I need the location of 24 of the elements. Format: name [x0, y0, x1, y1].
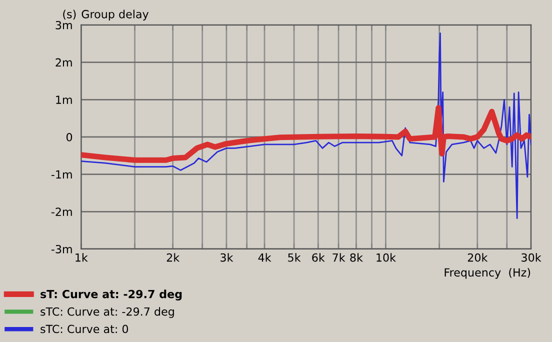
y-tick-label: 2m	[56, 58, 72, 67]
x-tick-label: 1k	[76, 253, 88, 262]
x-tick-label: 20k	[468, 253, 488, 262]
legend-label: sT: Curve at: -29.7 deg	[40, 290, 182, 300]
x-tick-label: 30k	[522, 253, 542, 262]
legend-label: sTC: Curve at: 0	[40, 324, 128, 334]
y-axis-title: (s)	[63, 10, 76, 20]
y-tick-label: 0	[66, 132, 72, 142]
x-tick-label: 6k	[312, 253, 325, 262]
y-tick-label: 1m	[56, 96, 72, 104]
x-tick-label: 2k	[166, 253, 180, 262]
x-tick-label: 7k	[332, 253, 346, 262]
y-tick-label: -3m	[51, 244, 72, 254]
x-tick-label: 8k	[350, 253, 363, 262]
legend-label: sTC: Curve at: -29.7 deg	[40, 307, 174, 318]
x-tick-label: 5k	[288, 253, 301, 262]
x-tick-label: 4k	[258, 253, 272, 262]
x-tick-label: 10k	[376, 253, 396, 262]
chart-title: Group delay	[82, 10, 149, 20]
y-tick-label: 3m	[56, 20, 72, 30]
x-axis-title: Frequency (Hz)	[444, 268, 530, 279]
y-tick-label: -2m	[51, 208, 72, 216]
y-tick-label: -1m	[51, 170, 72, 179]
x-tick-label: 3k	[220, 253, 234, 262]
